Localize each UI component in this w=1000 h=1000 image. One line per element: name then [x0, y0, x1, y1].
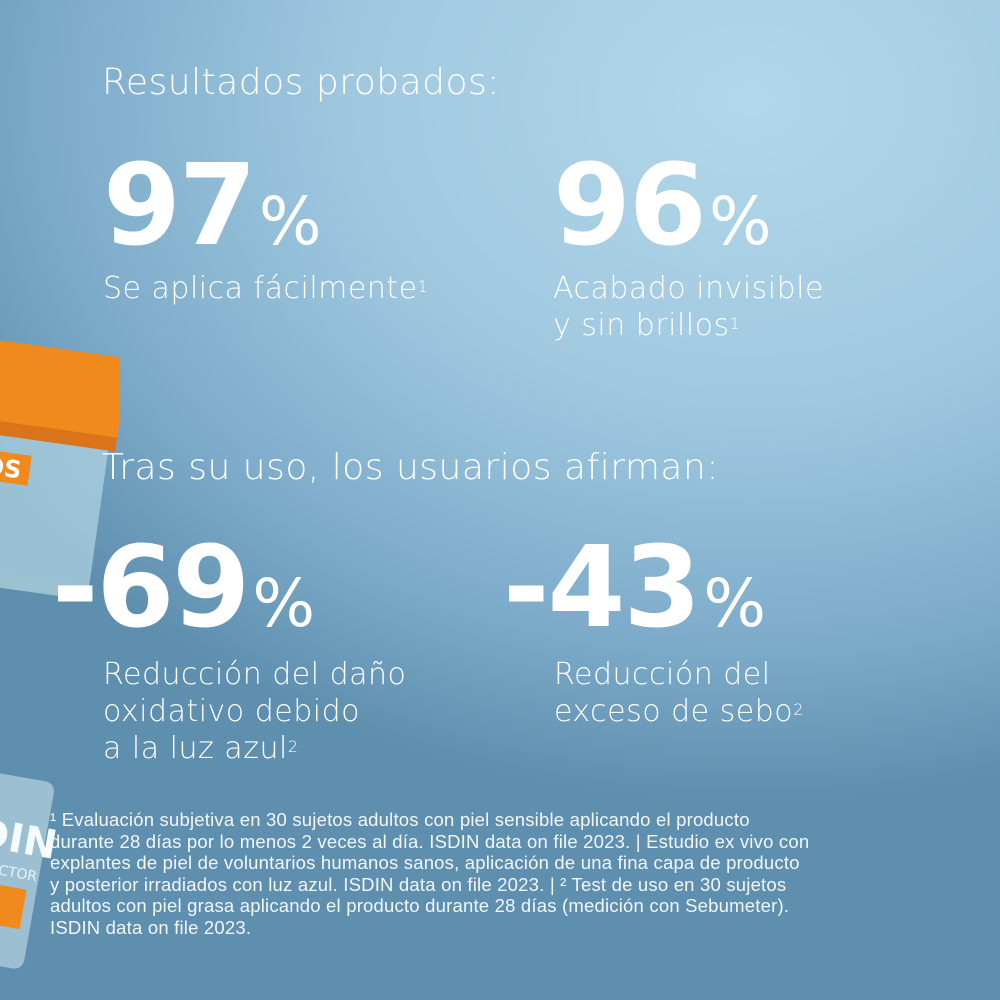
stat-invisible-finish: 96% Acabado invisible y sin brillos1	[553, 150, 824, 344]
stat-label: Reducción del	[554, 657, 771, 692]
footnote-line: ISDIN data on file 2023.	[50, 916, 252, 938]
stat-value: 96	[553, 141, 707, 271]
footnote-ref: 1	[417, 277, 429, 296]
stat-applies-easily: 97% Se aplica fácilmente1	[103, 150, 428, 307]
stat-value: -69	[52, 523, 250, 653]
footnote-line: ¹ Evaluación subjetiva en 30 sujetos adu…	[50, 809, 750, 830]
footnote-ref: 2	[287, 737, 299, 756]
footnotes: ¹ Evaluación subjetiva en 30 sujetos adu…	[50, 809, 809, 939]
stat-label: oxidativo debido	[103, 694, 360, 729]
footnote-line: durante 28 días por lo menos 2 veces al …	[50, 830, 810, 852]
stat-label: Acabado invisible	[553, 271, 824, 306]
section-heading-results: Resultados probados:	[102, 62, 500, 103]
stat-unit: %	[703, 565, 767, 642]
stat-value: -43	[503, 523, 701, 653]
stat-oxidative-damage: -69% Reducción del daño oxidativo debido a…	[52, 532, 406, 767]
footnote-line: explantes de piel de voluntarios humanos…	[50, 852, 800, 874]
stat-unit: %	[708, 183, 772, 260]
stat-label: Reducción del daño	[103, 657, 407, 692]
stat-unit: %	[252, 565, 316, 642]
product-jar-image-bottom: ISDIN PROTECTOR	[0, 770, 60, 969]
product-jar-image-top: OS	[0, 336, 120, 600]
footnote-line: adultos con piel grasa aplicando el prod…	[50, 895, 790, 917]
section-heading-users: Tras su uso, los usuarios afirman:	[102, 447, 719, 488]
stat-sebum-reduction: -43% Reducción del exceso de sebo2	[503, 532, 804, 730]
stat-label: exceso de sebo	[554, 694, 794, 729]
stat-label: Se aplica fácilmente	[103, 271, 418, 306]
footnote-ref: 1	[729, 314, 741, 333]
jar-label-text: OS	[0, 452, 23, 485]
footnote-ref: 2	[793, 700, 804, 719]
stat-value: 97	[103, 141, 257, 271]
stat-label: a la luz azul	[103, 731, 288, 766]
stat-label: y sin brillos	[553, 308, 730, 343]
footnote-line: y posterior irradiados con luz azul. ISD…	[50, 873, 787, 895]
stat-unit: %	[258, 183, 322, 260]
